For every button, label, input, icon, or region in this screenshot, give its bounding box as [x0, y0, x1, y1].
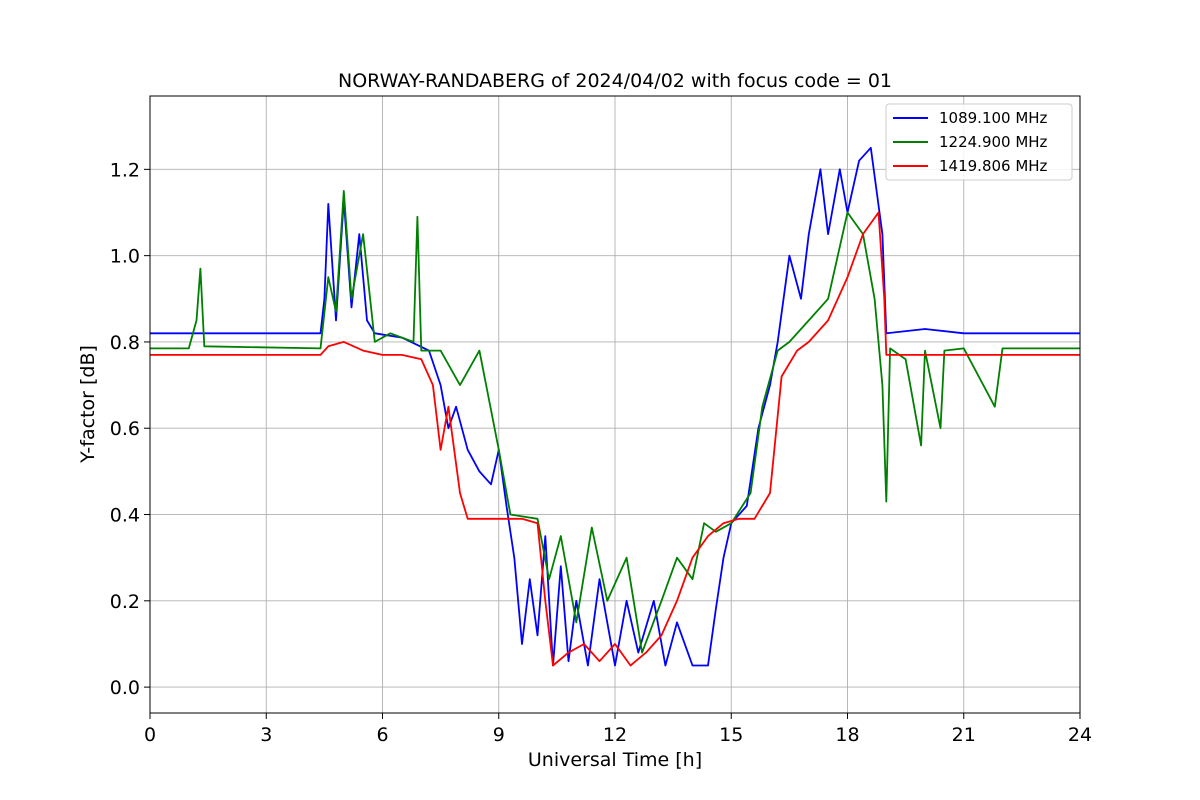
x-tick-label: 21 [952, 724, 976, 746]
y-axis: 0.0 0.2 0.4 0.6 0.8 1.0 1.2 [110, 159, 150, 699]
chart-title: NORWAY-RANDABERG of 2024/04/02 with focu… [338, 70, 892, 92]
legend-label-3: 1419.806 MHz [939, 157, 1048, 175]
x-axis: 0 3 6 9 12 15 18 21 24 [144, 713, 1092, 746]
x-tick-label: 24 [1068, 724, 1092, 746]
x-tick-label: 9 [493, 724, 505, 746]
y-axis-label: Y-factor [dB] [77, 345, 99, 464]
x-axis-label: Universal Time [h] [528, 749, 702, 771]
x-tick-label: 18 [835, 724, 859, 746]
y-tick-label: 1.2 [110, 159, 140, 181]
x-tick-label: 3 [260, 724, 272, 746]
x-tick-label: 0 [144, 724, 156, 746]
series-line-2 [150, 190, 1080, 654]
y-tick-label: 1.0 [110, 246, 140, 268]
legend: 1089.100 MHz 1224.900 MHz 1419.806 MHz [885, 103, 1073, 181]
y-tick-label: 0.4 [110, 505, 140, 527]
x-tick-label: 12 [603, 724, 627, 746]
x-tick-label: 15 [719, 724, 743, 746]
y-tick-label: 0.8 [110, 332, 140, 354]
y-tick-label: 0.6 [110, 418, 140, 440]
series-layer [150, 146, 1080, 667]
series-line-3 [150, 211, 1080, 667]
legend-label-1: 1089.100 MHz [939, 109, 1048, 127]
x-tick-label: 6 [376, 724, 388, 746]
legend-box [885, 103, 1073, 181]
y-tick-label: 0.2 [110, 591, 140, 613]
legend-label-2: 1224.900 MHz [939, 133, 1048, 151]
y-tick-label: 0.0 [110, 677, 140, 699]
